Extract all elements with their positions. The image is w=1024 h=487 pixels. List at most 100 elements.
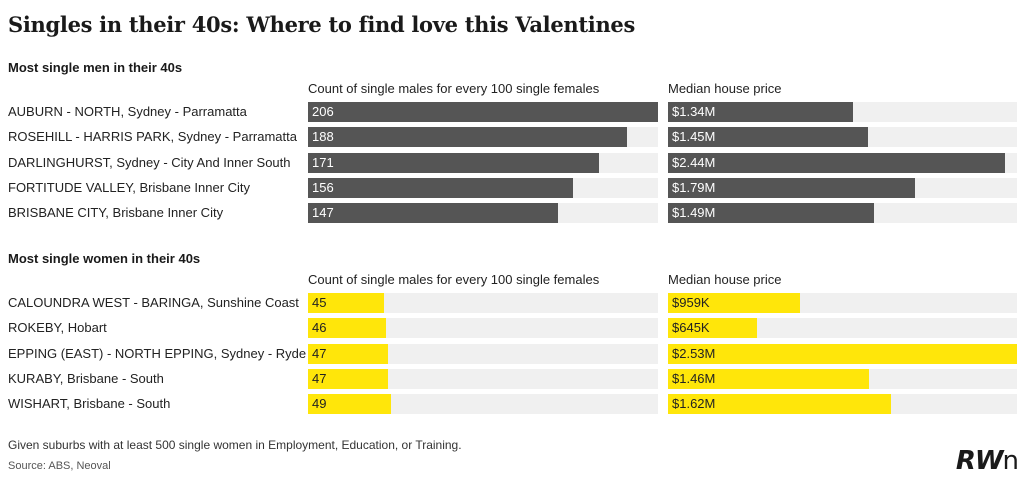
suburb-label: DARLINGHURST, Sydney - City And Inner So… — [8, 155, 291, 170]
ratio-value-label: 171 — [312, 154, 334, 170]
ratio-bar — [308, 293, 385, 313]
price-value-label: $645K — [672, 320, 710, 336]
price-value-label: $1.34M — [672, 104, 716, 119]
suburb-name: BRISBANE CITY — [8, 205, 106, 221]
footnote: Given suburbs with at least 500 single w… — [8, 438, 462, 452]
price-bar — [668, 102, 853, 122]
price-bar-track: $1.46M — [668, 368, 1017, 389]
suburb-region: , Sunshine Coast — [199, 295, 299, 310]
price-value-label: $1.45M — [672, 129, 716, 145]
price-bar — [668, 343, 1017, 364]
suburb-name: ROSEHILL - HARRIS PARK — [8, 129, 171, 145]
ratio-value-label: 147 — [312, 205, 334, 221]
suburb-region: , Brisbane Inner City — [105, 205, 224, 221]
price-value-label: $2.44M — [672, 154, 716, 170]
ratio-bar-track: 49 — [308, 394, 658, 415]
price-bar-track: $2.53M — [668, 343, 1017, 364]
ratio-bar-track: 147 — [308, 203, 658, 224]
price-bar-track: $1.34M — [668, 102, 1017, 122]
price-value-label: $959K — [672, 295, 710, 310]
suburb-label: EPPING (EAST) - NORTH EPPING, Sydney - R… — [8, 346, 306, 361]
price-bar — [668, 318, 757, 339]
suburb-region: , Sydney - City And Inner South — [109, 154, 291, 170]
ratio-column-header: Count of single males for every 100 sing… — [308, 272, 600, 287]
suburb-label: FORTITUDE VALLEY, Brisbane Inner City — [8, 180, 250, 195]
ratio-bar — [308, 394, 392, 415]
ratio-value-label: 46 — [312, 320, 327, 336]
ratio-bar — [308, 203, 558, 224]
ratio-value-label: 47 — [312, 370, 327, 386]
ratio-bar — [308, 127, 628, 148]
logo-tail: n — [1002, 446, 1020, 476]
price-bar — [668, 368, 870, 389]
price-bar-track: $2.44M — [668, 152, 1017, 173]
price-bar — [668, 394, 892, 415]
ratio-bar-track: 47 — [308, 368, 658, 389]
ratio-column-header: Count of single males for every 100 sing… — [308, 81, 600, 96]
suburb-label: ROKEBY, Hobart — [8, 320, 107, 335]
ratio-value-label: 206 — [312, 104, 334, 119]
suburb-label: WISHART, Brisbane - South — [8, 396, 170, 411]
price-bar-track: $1.49M — [668, 203, 1017, 224]
ratio-bar — [308, 318, 387, 339]
suburb-name: FORTITUDE VALLEY — [8, 179, 133, 195]
section-title-men: Most single men in their 40s — [8, 60, 183, 75]
suburb-name: DARLINGHURST — [8, 154, 110, 170]
suburb-label: KURABY, Brisbane - South — [8, 371, 164, 386]
suburb-region: , Brisbane Inner City — [132, 179, 251, 195]
suburb-name: EPPING (EAST) - NORTH EPPING — [8, 345, 214, 361]
ratio-bar-track: 156 — [308, 177, 658, 198]
suburb-region: , Brisbane - South — [59, 370, 164, 386]
ratio-bar-track: 45 — [308, 293, 658, 313]
ratio-bar-track: 47 — [308, 343, 658, 364]
price-bar-track: $1.62M — [668, 394, 1017, 415]
ratio-value-label: 47 — [312, 345, 327, 361]
suburb-region: , Hobart — [60, 320, 107, 336]
price-bar — [668, 127, 869, 148]
rwn-logo: RWn — [955, 446, 1020, 476]
price-value-label: $2.53M — [672, 345, 716, 361]
price-value-label: $1.62M — [672, 396, 716, 412]
price-value-label: $1.79M — [672, 179, 716, 195]
price-value-label: $1.49M — [672, 205, 716, 221]
ratio-bar-track: 206 — [308, 102, 658, 122]
ratio-bar-track: 188 — [308, 127, 658, 148]
ratio-bar — [308, 152, 599, 173]
ratio-bar — [308, 177, 574, 198]
chart-title: Singles in their 40s: Where to find love… — [8, 12, 636, 37]
price-bar-track: $1.45M — [668, 127, 1017, 148]
suburb-label: AUBURN - NORTH, Sydney - Parramatta — [8, 104, 247, 119]
ratio-bar — [308, 102, 658, 122]
price-bar-track: $959K — [668, 293, 1017, 313]
price-bar-track: $1.79M — [668, 177, 1017, 198]
price-bar — [668, 177, 915, 198]
price-column-header: Median house price — [668, 272, 782, 287]
price-value-label: $1.46M — [672, 370, 716, 386]
suburb-name: WISHART — [8, 396, 67, 412]
ratio-bar — [308, 368, 388, 389]
suburb-region: , Sydney - Ryde — [213, 345, 307, 361]
ratio-value-label: 156 — [312, 179, 334, 195]
ratio-value-label: 45 — [312, 295, 327, 310]
section-title-women: Most single women in their 40s — [8, 251, 201, 266]
suburb-region: , Sydney - Parramatta — [120, 104, 247, 119]
suburb-name: AUBURN - NORTH — [8, 104, 121, 119]
suburb-name: CALOUNDRA WEST - BARINGA — [8, 295, 200, 310]
ratio-bar-track: 46 — [308, 318, 658, 339]
ratio-bar — [308, 343, 388, 364]
logo-main: RW — [955, 446, 1004, 476]
suburb-region: , Sydney - Parramatta — [170, 129, 297, 145]
ratio-bar-track: 171 — [308, 152, 658, 173]
ratio-value-label: 188 — [312, 129, 334, 145]
ratio-value-label: 49 — [312, 396, 327, 412]
suburb-name: KURABY — [8, 370, 60, 386]
suburb-label: CALOUNDRA WEST - BARINGA, Sunshine Coast — [8, 295, 299, 310]
suburb-region: , Brisbane - South — [66, 396, 171, 412]
suburb-name: ROKEBY — [8, 320, 61, 336]
price-bar-track: $645K — [668, 318, 1017, 339]
price-bar — [668, 203, 874, 224]
suburb-label: ROSEHILL - HARRIS PARK, Sydney - Parrama… — [8, 129, 297, 144]
price-bar — [668, 293, 801, 313]
source-note: Source: ABS, Neoval — [8, 460, 111, 472]
price-column-header: Median house price — [668, 81, 782, 96]
